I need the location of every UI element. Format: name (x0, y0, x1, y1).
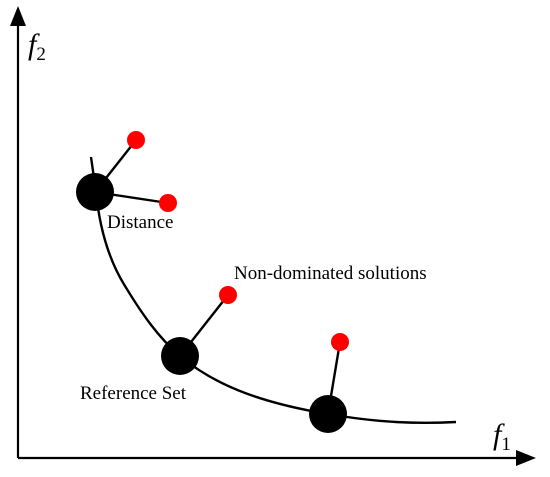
reference-set-label: Reference Set (80, 383, 187, 404)
x-axis-label-subscript: 1 (501, 434, 511, 455)
solution-point (127, 131, 145, 149)
y-axis-label-subscript: 2 (36, 44, 46, 65)
y-axis-label: f2 (28, 28, 46, 65)
reference-point (309, 395, 347, 433)
x-axis-arrow (516, 450, 536, 466)
solution-point (219, 286, 237, 304)
x-axis-label: f1 (493, 418, 511, 455)
solution-point (159, 194, 177, 212)
reference-point (161, 337, 199, 375)
solution-point (331, 333, 349, 351)
distance-label: Distance (107, 212, 173, 233)
y-axis-arrow (10, 6, 26, 26)
non-dominated-label: Non-dominated solutions (234, 263, 427, 284)
reference-point (76, 173, 114, 211)
